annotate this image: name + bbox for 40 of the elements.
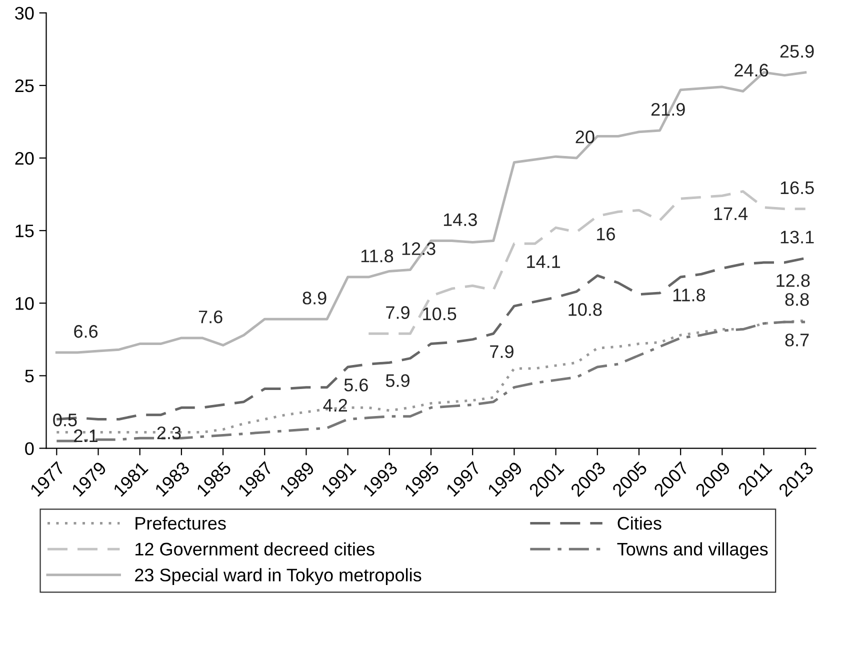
data-label: 10.8 [568, 303, 602, 316]
legend-label: 12 Government decreed cities [136, 542, 374, 556]
data-label: 21.9 [651, 102, 685, 116]
y-tick-label: 10 [16, 297, 34, 310]
data-label: 6.6 [74, 325, 98, 338]
data-label: 8.8 [785, 293, 809, 306]
data-label: 4.2 [323, 398, 347, 412]
data-label: 14.1 [527, 255, 560, 268]
legend-label: 23 Special ward in Tokyo metropolis [135, 568, 422, 585]
data-label: 7.9 [386, 306, 410, 319]
y-tick-label: 25 [15, 79, 34, 92]
legend-label: Cities [618, 516, 662, 530]
data-label: 25.9 [780, 44, 814, 58]
data-label: 14.3 [444, 213, 477, 226]
data-label: 13.1 [780, 230, 814, 244]
y-tick-label: 5 [25, 370, 34, 382]
data-label: 2.1 [74, 429, 98, 442]
data-label: 12.3 [402, 242, 436, 256]
y-tick-label: 0 [25, 442, 34, 455]
data-label: 16.5 [780, 181, 814, 194]
y-tick-label: 30 [15, 6, 34, 20]
data-label: 10.5 [423, 307, 456, 320]
data-label: 12.8 [776, 274, 810, 287]
data-label: 5.9 [386, 374, 410, 388]
data-label: 16 [597, 228, 615, 240]
data-label: 7.6 [198, 310, 222, 324]
data-label: 8.9 [302, 292, 326, 304]
data-label: 24.6 [734, 64, 768, 77]
y-tick-label: 15 [16, 224, 34, 238]
data-label: 17.4 [714, 208, 748, 220]
data-label: 11.8 [361, 250, 394, 262]
data-label: 8.7 [785, 334, 809, 346]
data-label: 11.8 [673, 288, 706, 302]
legend-label: Prefectures [136, 516, 226, 530]
data-label: 20 [576, 130, 594, 144]
legend-label: Towns and villages [617, 542, 768, 560]
y-tick-label: 20 [15, 152, 34, 165]
data-label: 2.3 [157, 426, 181, 440]
data-label: 7.9 [490, 345, 514, 358]
data-label: 5.6 [344, 378, 368, 392]
